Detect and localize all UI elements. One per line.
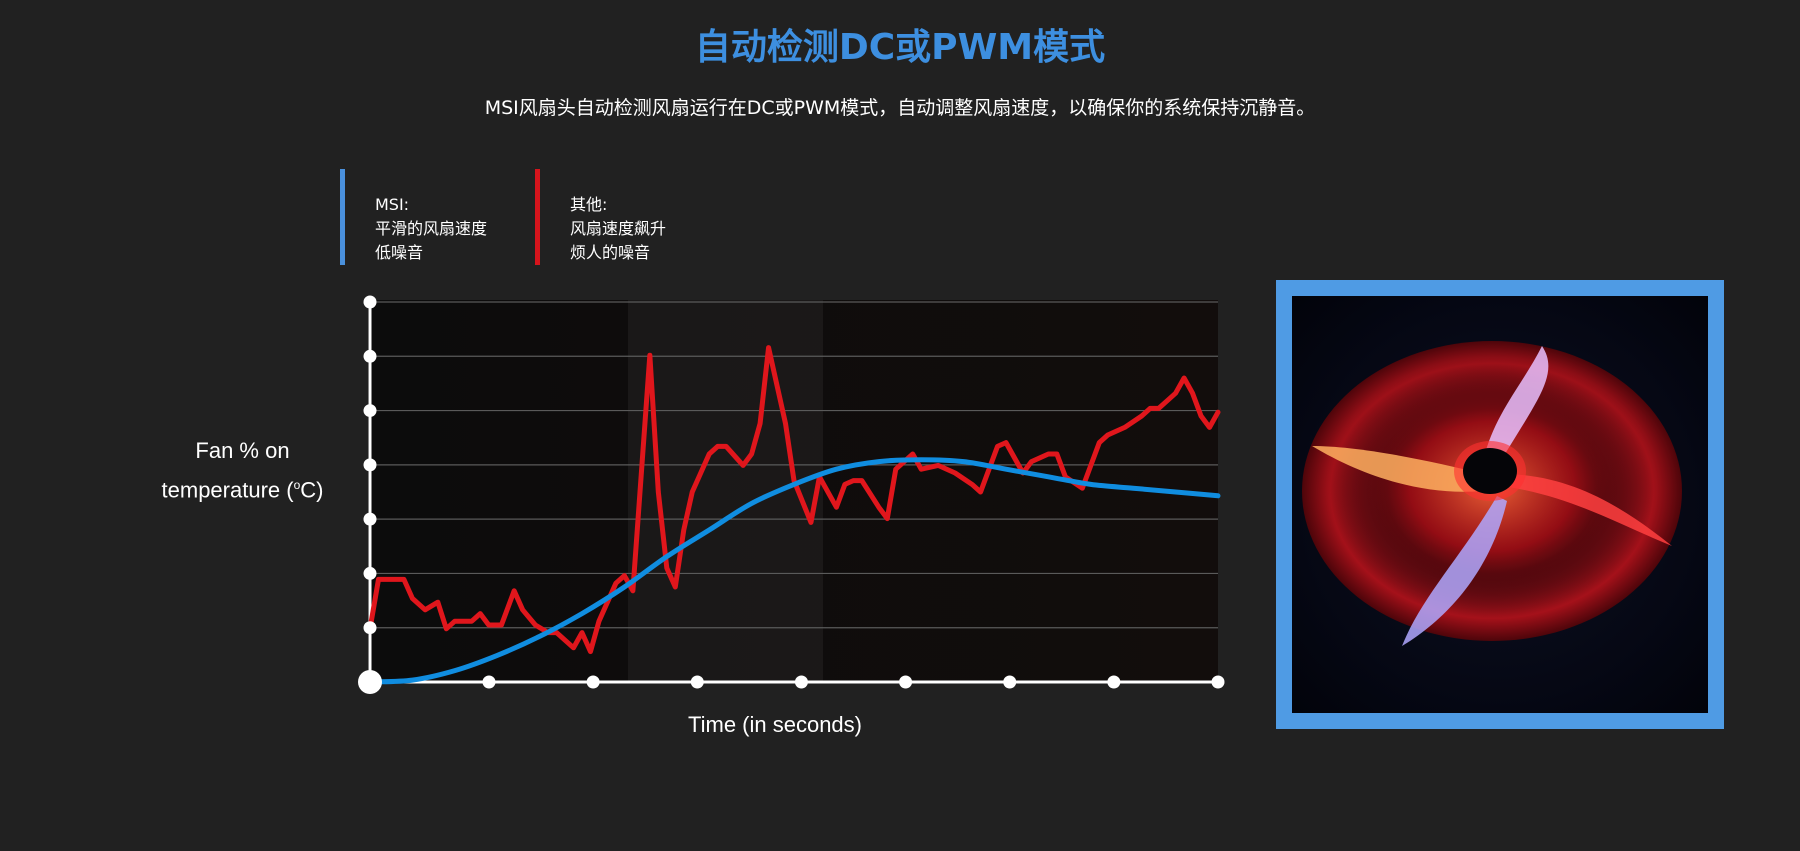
legend-other-noise: 烦人的噪音 xyxy=(570,243,651,262)
x-axis-label: Time (in seconds) xyxy=(687,712,862,737)
page-title: 自动检测DC或PWM模式 xyxy=(694,27,1106,68)
legend-other: 其他: 风扇速度飙升 烦人的噪音 xyxy=(535,169,666,265)
x-axis-tick-dot xyxy=(794,675,808,689)
legend-other-name: 其他: xyxy=(570,195,608,214)
fan-image-frame xyxy=(1276,280,1724,729)
y-axis-tick-dot xyxy=(363,349,377,363)
x-axis-tick-dot xyxy=(586,675,600,689)
plot-background xyxy=(368,300,1218,683)
y-axis-tick-dot xyxy=(363,404,377,418)
x-axis-tick-dot xyxy=(1107,675,1121,689)
x-axis-tick-dot xyxy=(899,675,913,689)
legend-msi-noise: 低噪音 xyxy=(375,243,424,262)
legend-other-speed: 风扇速度飙升 xyxy=(570,219,667,238)
fan-photo xyxy=(1292,296,1708,713)
fan-speed-chart xyxy=(358,295,1225,694)
legend-msi-speed: 平滑的风扇速度 xyxy=(375,219,488,238)
page-subtitle: MSI风扇头自动检测风扇运行在DC或PWM模式，自动调整风扇速度，以确保你的系统… xyxy=(484,97,1316,119)
y-axis-tick-dot xyxy=(363,295,377,309)
y-axis-tick-dot xyxy=(363,458,377,472)
x-axis-tick-dot xyxy=(690,675,704,689)
x-axis-tick-dot xyxy=(1003,675,1017,689)
series-msi-line xyxy=(367,457,1221,685)
legend-msi-name: MSI: xyxy=(375,195,410,214)
legend-msi: MSI: 平滑的风扇速度 低噪音 xyxy=(340,169,487,265)
x-axis-tick-dot xyxy=(1211,675,1225,689)
x-axis-tick-dot xyxy=(482,675,496,689)
y-axis-label-line2: temperature (oC) xyxy=(161,477,324,503)
series-other-line xyxy=(367,345,1221,655)
y-axis-tick-dot xyxy=(363,621,377,635)
origin-dot xyxy=(358,670,382,694)
y-axis-label: Fan % on temperature (oC) xyxy=(140,434,345,507)
y-axis-tick-dot xyxy=(363,566,377,580)
y-axis-tick-dot xyxy=(363,512,377,526)
fan-icon xyxy=(1302,341,1682,646)
y-axis-label-line1: Fan % on xyxy=(195,438,290,463)
